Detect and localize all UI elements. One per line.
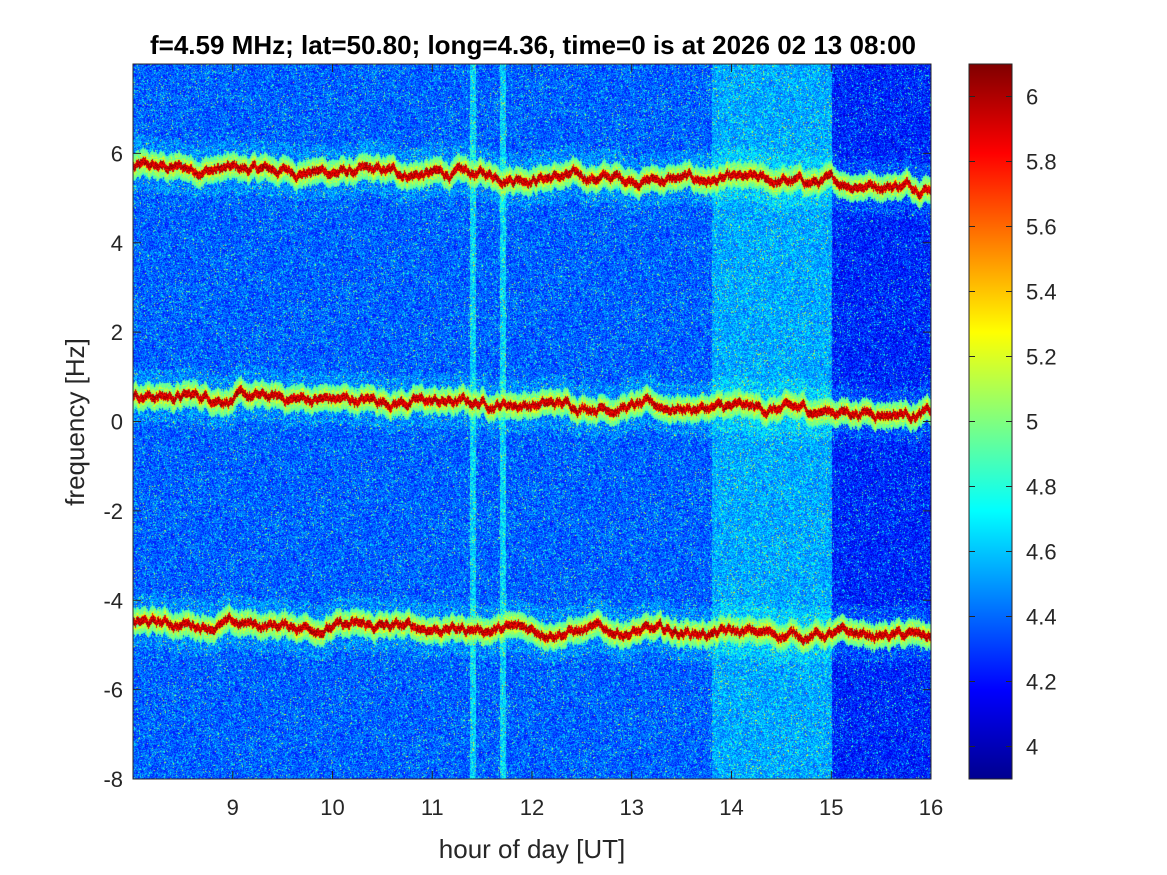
x-axis: 9 10 11 12 13 14 15 16 bbox=[227, 64, 943, 820]
y-axis-label: frequency [Hz] bbox=[60, 338, 90, 506]
colorbar-tick-label: 5 bbox=[1026, 410, 1038, 435]
colorbar-tick-label: 4 bbox=[1026, 735, 1038, 760]
x-axis-label: hour of day [UT] bbox=[439, 834, 625, 864]
colorbar-gradient bbox=[969, 64, 1012, 779]
x-tick-label: 9 bbox=[227, 795, 239, 820]
y-tick-label: 0 bbox=[111, 410, 123, 435]
x-tick-label: 11 bbox=[421, 795, 444, 820]
colorbar-tick-label: 4.8 bbox=[1026, 475, 1057, 500]
y-tick-label: 2 bbox=[111, 320, 123, 345]
y-tick-label: -6 bbox=[103, 678, 123, 703]
y-tick-label: -4 bbox=[103, 588, 123, 613]
y-tick-label: 6 bbox=[111, 141, 123, 166]
colorbar-tick-label: 4.6 bbox=[1026, 540, 1057, 565]
x-tick-label: 14 bbox=[719, 795, 743, 820]
colorbar-tick-label: 4.4 bbox=[1026, 605, 1057, 630]
chart-title: f=4.59 MHz; lat=50.80; long=4.36, time=0… bbox=[150, 30, 916, 60]
x-tick-label: 10 bbox=[320, 795, 344, 820]
y-tick-label: -8 bbox=[103, 767, 123, 792]
plot-area bbox=[132, 63, 932, 780]
y-tick-label: 4 bbox=[111, 231, 123, 256]
colorbar-ticks: 4 4.2 4.4 4.6 4.8 5 5.2 5.4 5.6 5.8 6 bbox=[969, 85, 1057, 760]
colorbar-tick-label: 6 bbox=[1026, 85, 1038, 110]
x-tick-label: 13 bbox=[620, 795, 644, 820]
colorbar-tick-label: 5.2 bbox=[1026, 345, 1057, 370]
colorbar-tick-label: 4.2 bbox=[1026, 670, 1057, 695]
colorbar-tick-label: 5.8 bbox=[1026, 150, 1057, 175]
x-tick-label: 12 bbox=[520, 795, 544, 820]
colorbar: 4 4.2 4.4 4.6 4.8 5 5.2 5.4 5.6 5.8 6 bbox=[968, 63, 1057, 780]
x-tick-label: 15 bbox=[819, 795, 843, 820]
x-tick-label: 16 bbox=[919, 795, 943, 820]
colorbar-tick-label: 5.6 bbox=[1026, 215, 1057, 240]
y-tick-label: -2 bbox=[103, 499, 123, 524]
colorbar-tick-label: 5.4 bbox=[1026, 280, 1057, 305]
spectrogram-heatmap bbox=[133, 64, 931, 779]
y-axis: -8 -6 -4 -2 0 2 4 6 bbox=[103, 141, 931, 792]
